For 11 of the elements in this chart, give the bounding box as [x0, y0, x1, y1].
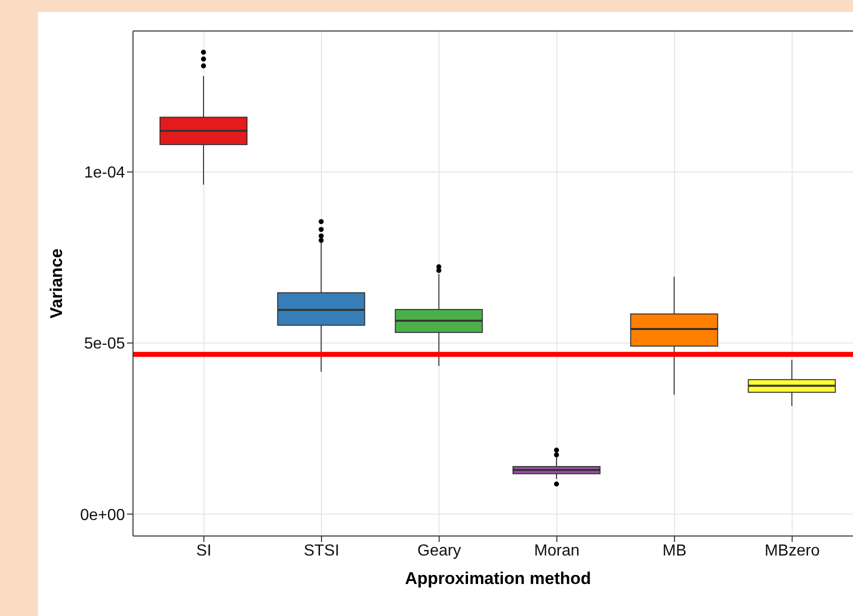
x-tick-label: MB [662, 542, 686, 560]
y-tick-label: 1e-04 [84, 164, 126, 182]
y-tick-label: 0e+00 [80, 506, 126, 524]
x-axis-title: Approximation method [404, 569, 592, 588]
x-tick-label: STSI [304, 542, 340, 560]
y-axis-title: Variance [47, 248, 66, 318]
y-tick-label: 5e-05 [84, 336, 126, 353]
x-tick-label: MBzero [764, 542, 820, 560]
x-tick-label: Moran [534, 542, 580, 560]
x-tick-label: Geary [417, 542, 461, 560]
x-tick-label: SI [196, 542, 212, 560]
